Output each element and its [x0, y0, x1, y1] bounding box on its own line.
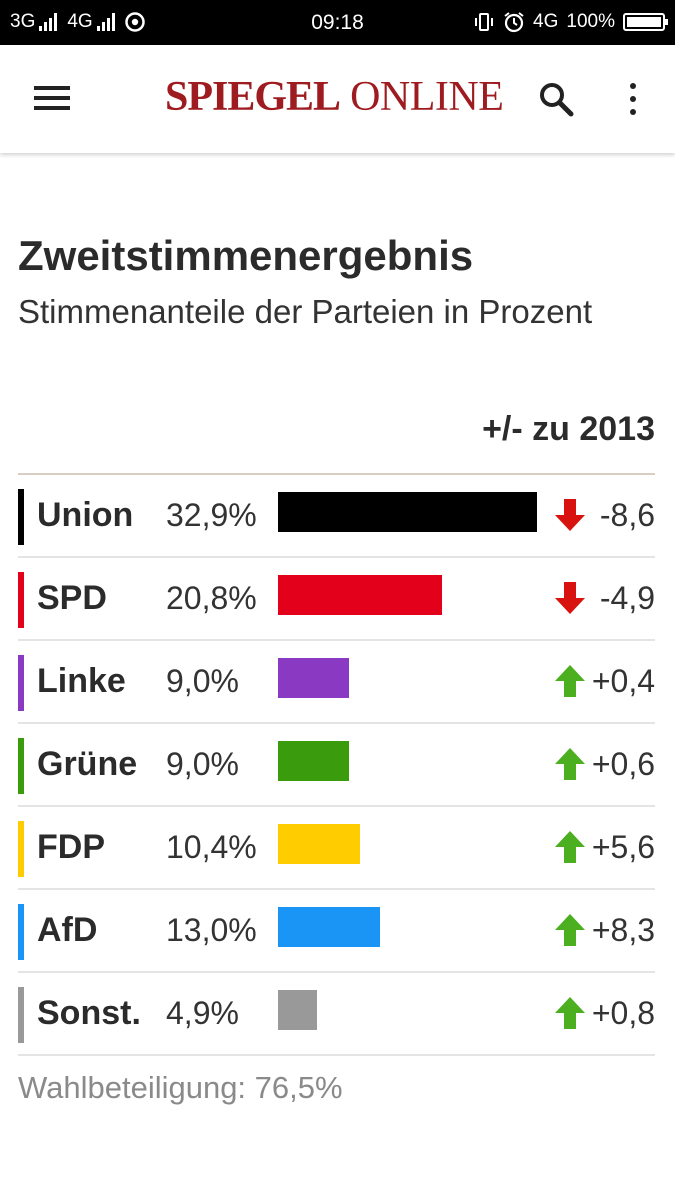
table-row: Union 32,9% -8,6 — [18, 475, 655, 558]
party-name: SPD — [37, 579, 107, 617]
arrow-down-icon — [555, 582, 585, 614]
alarm-icon — [504, 12, 524, 33]
party-name: AfD — [37, 911, 98, 949]
vibrate-icon — [475, 13, 494, 31]
party-name: Sonst. — [37, 994, 141, 1032]
vote-share-label: 9,0% — [166, 746, 239, 782]
status-time: 09:18 — [311, 11, 364, 34]
vote-share-bar — [278, 990, 317, 1030]
table-row: Sonst. 4,9% +0,8 — [18, 973, 655, 1056]
change-value-label: -8,6 — [599, 497, 655, 533]
party-color-marker — [18, 655, 24, 711]
vote-share-label: 20,8% — [166, 580, 257, 616]
battery-percent: 100% — [566, 11, 615, 32]
status-left: 3G 4G — [10, 11, 145, 33]
change-value-label: -4,9 — [599, 580, 655, 616]
spiegel-online-logo[interactable]: SPIEGEL ONLINE — [165, 73, 504, 121]
vote-share-label: 32,9% — [166, 497, 257, 533]
page-subtitle: Stimmenanteile der Parteien in Prozent — [18, 293, 593, 330]
vote-share-label: 9,0% — [166, 663, 239, 699]
chrome-icon — [124, 12, 145, 32]
arrow-down-icon — [555, 499, 585, 531]
turnout-label: Wahlbeteiligung: 76,5% — [18, 1070, 343, 1105]
change-value-label: +0,6 — [591, 746, 655, 782]
table-row: SPD 20,8% -4,9 — [18, 558, 655, 641]
party-color-marker — [18, 821, 24, 877]
change-column-header: +/- zu 2013 — [482, 410, 655, 448]
vote-share-bar — [278, 492, 537, 532]
battery-fill — [627, 17, 661, 27]
logo-online: ONLINE — [350, 74, 504, 120]
party-name: FDP — [37, 828, 105, 866]
vote-share-bar — [278, 907, 380, 947]
table-row: Grüne 9,0% +0,6 — [18, 724, 655, 807]
arrow-up-icon — [555, 914, 585, 946]
more-vert-icon[interactable] — [620, 79, 646, 119]
signal-icon — [96, 13, 115, 31]
battery-icon — [623, 13, 668, 31]
search-icon[interactable] — [536, 79, 576, 119]
vote-share-label: 10,4% — [166, 829, 257, 865]
vote-share-label: 13,0% — [166, 912, 257, 948]
arrow-up-icon — [555, 748, 585, 780]
party-color-marker — [18, 987, 24, 1043]
arrow-up-icon — [555, 665, 585, 697]
network-label-4g: 4G — [67, 11, 93, 32]
party-color-marker — [18, 572, 24, 628]
party-color-marker — [18, 738, 24, 794]
party-name: Grüne — [37, 745, 138, 783]
vote-share-bar — [278, 824, 360, 864]
page-title: Zweitstimmenergebnis — [18, 232, 474, 279]
signal-icon — [39, 13, 58, 31]
table-row: Linke 9,0% +0,4 — [18, 641, 655, 724]
table-row: FDP 10,4% +5,6 — [18, 807, 655, 890]
change-value-label: +5,6 — [591, 829, 655, 865]
change-value-label: +0,4 — [591, 663, 655, 699]
arrow-up-icon — [555, 997, 585, 1029]
vote-share-bar — [278, 658, 349, 698]
party-name: Union — [37, 496, 134, 534]
party-name: Linke — [37, 662, 126, 700]
network-label-3g: 3G — [10, 11, 36, 32]
party-color-marker — [18, 489, 24, 545]
status-bar: 3G 4G 09:18 4G 100% — [0, 0, 675, 45]
vote-share-bar — [278, 741, 349, 781]
menu-icon[interactable] — [34, 83, 72, 113]
network-label-4g-data: 4G — [533, 11, 559, 32]
table-row: AfD 13,0% +8,3 — [18, 890, 655, 973]
arrow-up-icon — [555, 831, 585, 863]
party-color-marker — [18, 904, 24, 960]
change-value-label: +8,3 — [591, 912, 655, 948]
results-chart: Union 32,9% -8,6 SPD 20,8% -4,9 Linke 9,0% +0,4 G… — [18, 473, 655, 1056]
status-right: 4G 100% — [473, 11, 668, 33]
vote-share-bar — [278, 575, 442, 615]
logo-spiegel: SPIEGEL — [165, 74, 341, 120]
change-value-label: +0,8 — [591, 995, 655, 1031]
app-bar: SPIEGEL ONLINE — [0, 45, 675, 153]
vote-share-label: 4,9% — [166, 995, 239, 1031]
